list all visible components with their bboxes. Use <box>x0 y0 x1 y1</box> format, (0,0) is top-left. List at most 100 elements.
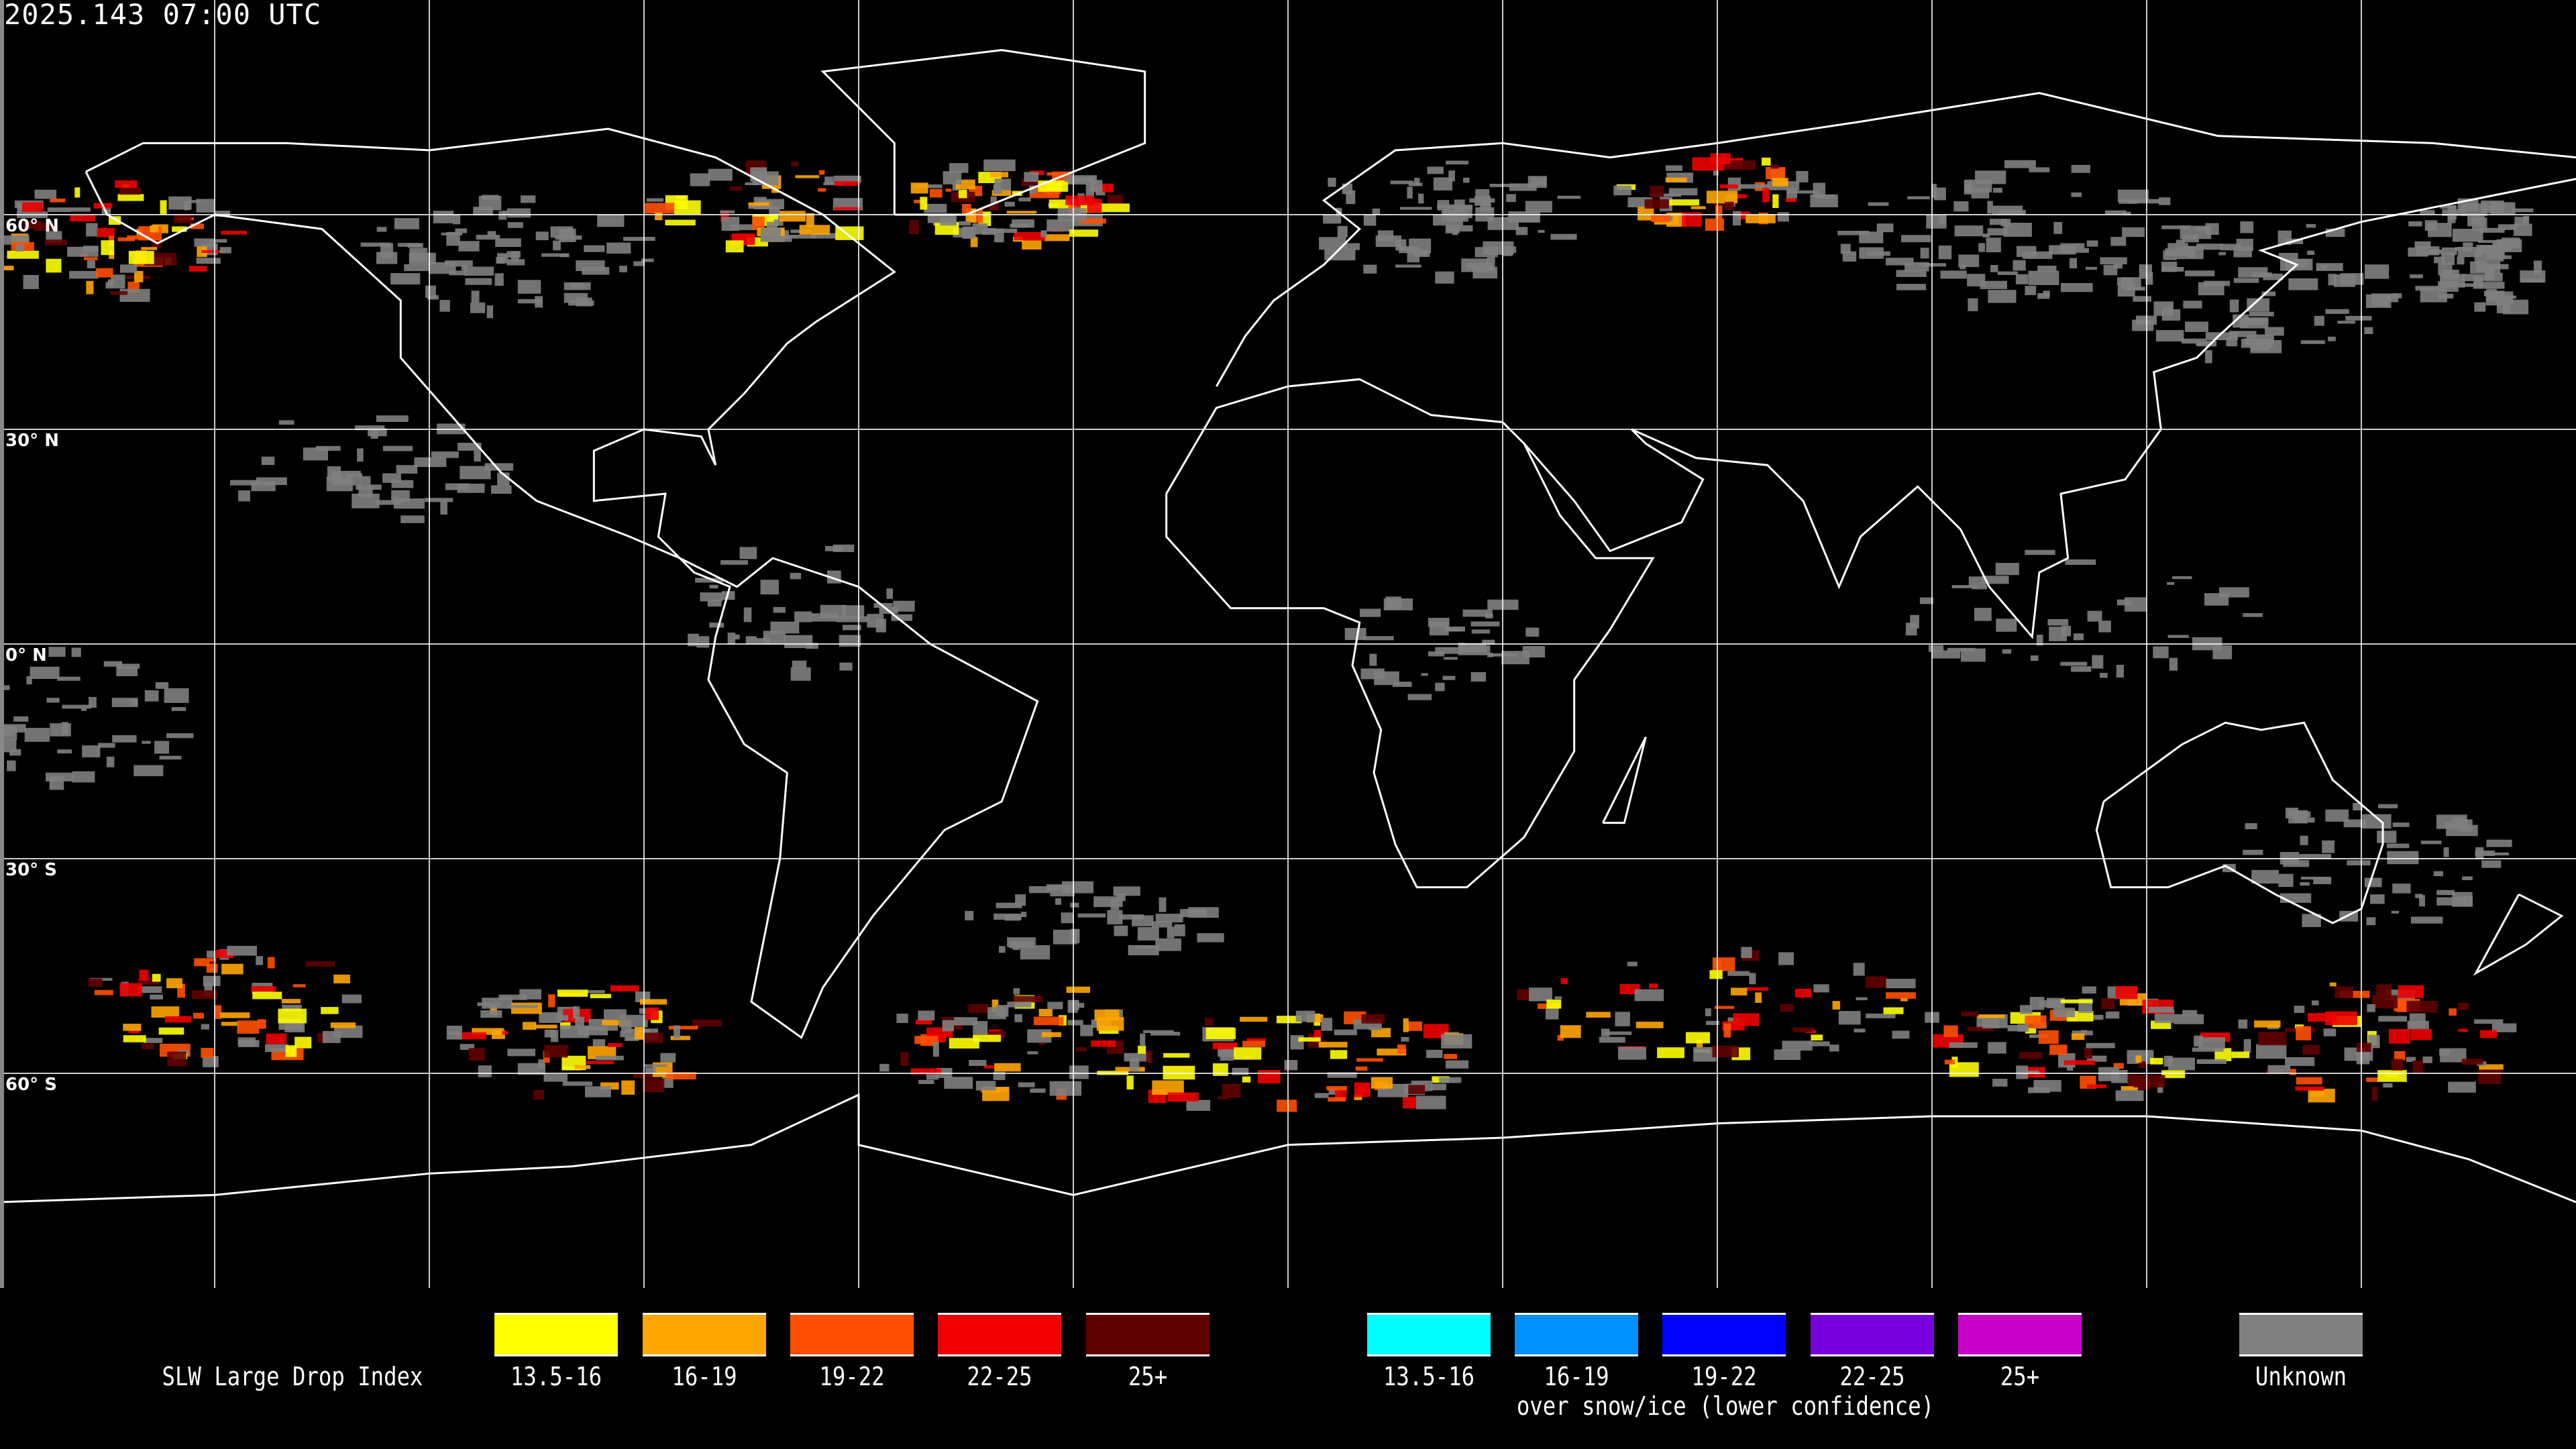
legend-unknown-swatch <box>2239 1313 2363 1356</box>
legend-snow-class-0-label: 13.5-16 <box>1383 1362 1475 1391</box>
cloud-pixel <box>641 258 654 262</box>
cloud-pixel <box>585 1086 611 1097</box>
cloud-pixel <box>720 210 735 213</box>
cloud-pixel <box>573 1006 580 1019</box>
cloud-pixel <box>987 203 1000 211</box>
cloud-pixel <box>1204 1018 1214 1026</box>
cloud-pixel <box>1435 271 1454 284</box>
cloud-pixel <box>1046 219 1073 232</box>
cloud-pixel <box>1030 1088 1046 1093</box>
cloud-pixel <box>1482 639 1495 645</box>
cloud-pixel <box>167 1051 186 1067</box>
cloud-pixel <box>1599 1036 1625 1043</box>
cloud-pixel <box>1706 191 1738 204</box>
cloud-pixel <box>4 685 10 690</box>
cloud-pixel <box>2015 274 2029 284</box>
cloud-pixel <box>2167 243 2188 250</box>
cloud-pixel <box>2092 655 2104 669</box>
cloud-pixel <box>2133 296 2151 302</box>
cloud-pixel <box>1886 979 1916 989</box>
cloud-pixel <box>1061 912 1074 924</box>
cloud-pixel <box>447 1031 460 1034</box>
cloud-pixel <box>1665 177 1687 182</box>
cloud-pixel <box>1943 1025 1958 1037</box>
cloud-pixel <box>2168 1057 2195 1071</box>
cloud-pixel <box>1794 988 1812 998</box>
cloud-pixel <box>1705 1008 1711 1016</box>
cloud-pixel <box>1007 937 1036 947</box>
cloud-pixel <box>2086 240 2098 247</box>
cloud-pixel <box>550 226 574 238</box>
cloud-pixel <box>1138 1045 1146 1054</box>
cloud-pixel <box>2457 246 2483 258</box>
cloud-pixel <box>2487 852 2509 856</box>
cloud-pixel <box>2161 262 2178 272</box>
cloud-pixel <box>71 647 81 657</box>
cloud-pixel <box>559 1025 590 1038</box>
cloud-pixel <box>535 1024 557 1029</box>
cloud-pixel <box>2436 890 2455 896</box>
cloud-pixel <box>2312 1000 2319 1006</box>
cloud-pixel <box>633 1073 653 1079</box>
cloud-pixel <box>1397 1044 1406 1054</box>
cloud-pixel <box>315 445 341 451</box>
cloud-pixel <box>1470 672 1487 682</box>
cloud-pixel <box>2086 1055 2107 1062</box>
cloud-pixel <box>2254 1020 2281 1028</box>
cloud-pixel <box>1714 202 1733 206</box>
cloud-pixel <box>376 415 409 422</box>
cloud-pixel <box>2458 1002 2469 1010</box>
cloud-pixel <box>2025 1015 2047 1028</box>
cloud-pixel <box>886 588 894 599</box>
cloud-pixel <box>2115 985 2138 1000</box>
cloud-pixel <box>2071 192 2082 197</box>
cloud-pixel <box>1813 984 1829 993</box>
cloud-pixel <box>646 198 664 202</box>
cloud-pixel <box>2307 250 2315 256</box>
lat-label-30n: 30° N <box>5 431 59 451</box>
cloud-pixel <box>954 1017 978 1026</box>
cloud-pixel <box>1462 609 1493 617</box>
cloud-pixel <box>2180 225 2212 239</box>
cloud-pixel <box>544 1029 556 1038</box>
cloud-pixel <box>1506 194 1516 203</box>
cloud-pixel <box>969 1059 987 1066</box>
cloud-pixel <box>472 1028 504 1035</box>
cloud-pixel <box>154 741 170 754</box>
cloud-pixel <box>1919 597 1933 604</box>
legend-snow-class-2-label: 19-22 <box>1691 1362 1757 1391</box>
cloud-pixel <box>1868 202 1889 206</box>
cloud-pixel <box>1557 195 1581 199</box>
cloud-pixel <box>166 978 182 989</box>
cloud-pixel <box>541 253 570 257</box>
cloud-pixel <box>34 223 54 231</box>
lat-label-60s: 60° S <box>5 1075 57 1095</box>
cloud-pixel <box>2118 199 2138 204</box>
cloud-pixel <box>119 983 142 997</box>
cloud-pixel <box>1197 933 1224 943</box>
cloud-pixel <box>1990 264 1998 272</box>
cloud-pixel <box>2071 1033 2085 1040</box>
cloud-pixel <box>330 1022 356 1028</box>
cloud-pixel <box>606 242 631 254</box>
cloud-pixel <box>2449 1008 2457 1016</box>
cloud-pixel <box>112 735 137 743</box>
cloud-pixel <box>431 451 459 458</box>
cloud-pixel <box>748 202 769 208</box>
cloud-pixel <box>924 203 947 213</box>
cloud-pixel <box>998 946 1006 953</box>
cloud-pixel <box>818 188 826 192</box>
cloud-pixel <box>1961 648 1986 662</box>
cloud-pixel <box>1650 193 1682 197</box>
cloud-pixel <box>1013 996 1043 1003</box>
cloud-pixel <box>449 270 467 276</box>
cloud-pixel <box>445 483 470 490</box>
cloud-pixel <box>2434 256 2445 264</box>
cloud-pixel <box>1998 209 2026 215</box>
cloud-pixel <box>1736 211 1750 219</box>
cloud-pixel <box>1554 996 1562 1000</box>
cloud-pixel <box>970 237 978 248</box>
cloud-pixel <box>548 994 555 1008</box>
cloud-pixel <box>511 251 519 262</box>
cloud-pixel <box>1617 1046 1647 1060</box>
